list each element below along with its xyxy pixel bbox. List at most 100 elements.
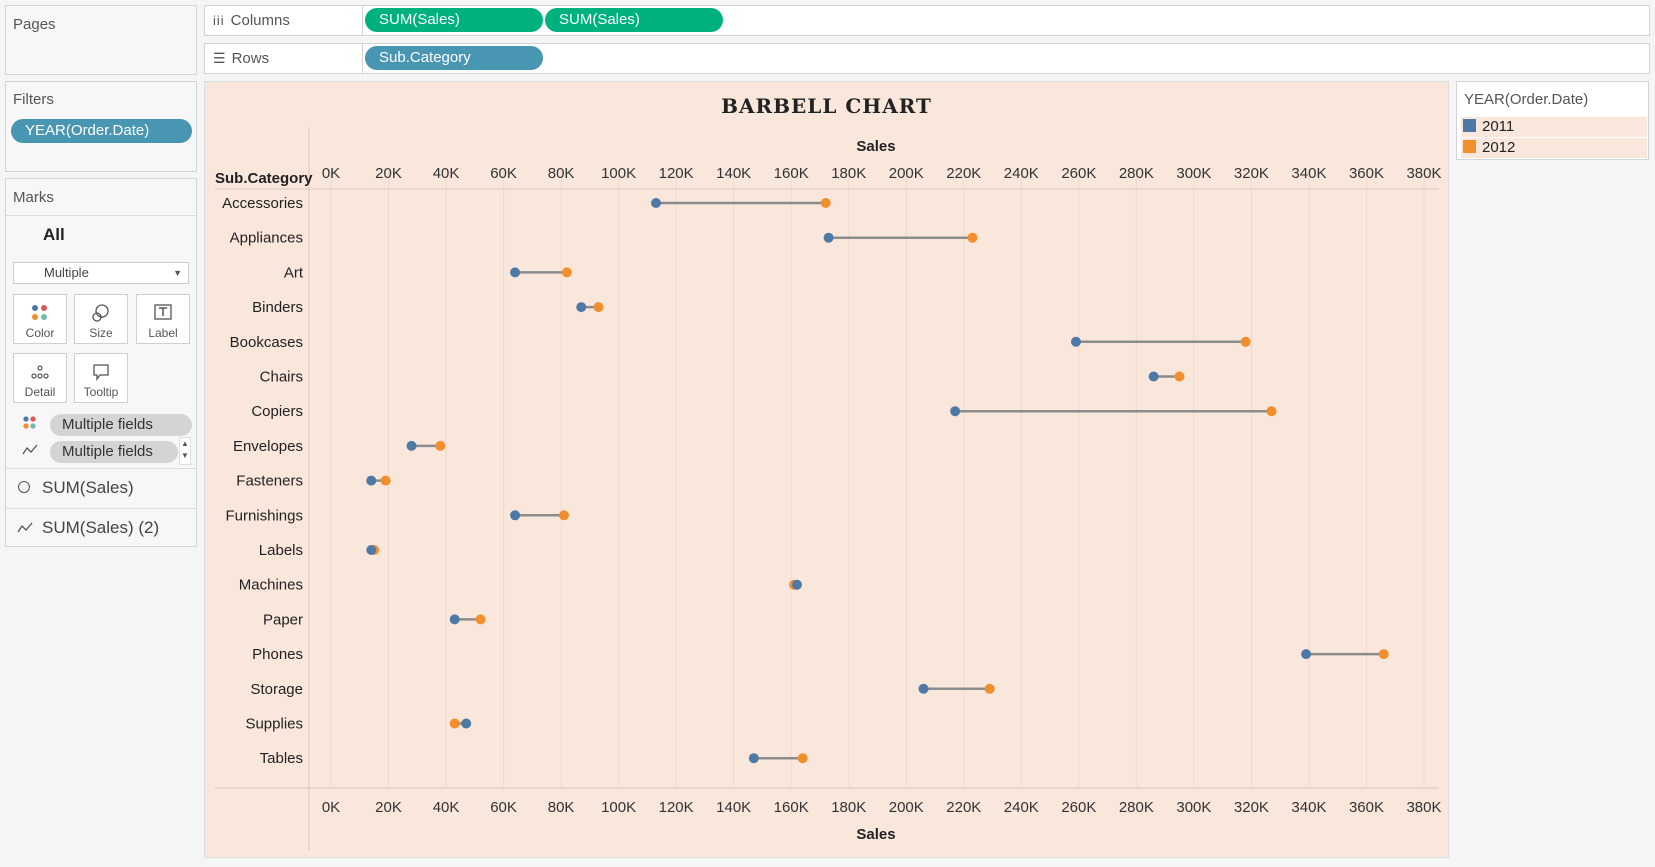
- x-axis-title-top: Sales: [856, 138, 895, 155]
- point-2012: [1174, 371, 1185, 382]
- columns-pill-1[interactable]: SUM(Sales): [365, 8, 543, 32]
- layer-label: SUM(Sales): [42, 478, 134, 497]
- category-label: Furnishings: [225, 507, 303, 524]
- color-legend[interactable]: YEAR(Order.Date) 2011 2012: [1456, 81, 1649, 160]
- point-2011: [576, 302, 587, 313]
- point-2011: [918, 683, 929, 694]
- category-label: Fasteners: [236, 473, 303, 490]
- x-tick-label-bottom: 140K: [716, 799, 751, 816]
- x-tick-label-top: 220K: [946, 165, 981, 182]
- label-button[interactable]: Label: [136, 294, 190, 344]
- color-button[interactable]: Color: [13, 294, 67, 344]
- x-tick-label-top: 40K: [433, 165, 460, 182]
- legend-item-2012[interactable]: 2012: [1461, 138, 1647, 158]
- filters-shelf[interactable]: Filters YEAR(Order.Date): [5, 81, 197, 172]
- x-tick-label-top: 60K: [490, 165, 517, 182]
- marks-all-tab[interactable]: All: [6, 215, 196, 254]
- category-label: Binders: [252, 299, 303, 316]
- point-2012: [1240, 336, 1251, 347]
- color-field-pill[interactable]: Multiple fields: [50, 414, 192, 436]
- mark-type-dropdown[interactable]: Multiple ▼: [13, 262, 189, 284]
- chart-area[interactable]: BARBELL CHART Sales 0K 20K 40K 60K 80K 100K 120K…: [204, 81, 1449, 858]
- x-tick-label-bottom: 220K: [946, 799, 981, 816]
- marks-label: Marks: [13, 189, 54, 206]
- x-tick-label-bottom: 280K: [1119, 799, 1154, 816]
- legend-item-2011[interactable]: 2011: [1461, 117, 1647, 137]
- columns-pill-2[interactable]: SUM(Sales): [545, 8, 723, 32]
- category-label: Bookcases: [230, 334, 303, 351]
- x-tick-label-top: 340K: [1291, 165, 1326, 182]
- x-tick-label-bottom: 40K: [433, 799, 460, 816]
- pages-label: Pages: [13, 16, 56, 33]
- point-2012: [475, 614, 486, 625]
- x-tick-label-top: 120K: [659, 165, 694, 182]
- filter-pill-year[interactable]: YEAR(Order.Date): [11, 119, 192, 143]
- tooltip-button[interactable]: Tooltip: [74, 353, 128, 403]
- x-tick-label-bottom: 200K: [889, 799, 924, 816]
- color-button-label: Color: [25, 326, 55, 340]
- rows-pill[interactable]: Sub.Category: [365, 46, 543, 70]
- category-label: Appliances: [230, 230, 303, 247]
- point-2011: [510, 267, 521, 278]
- point-2011: [366, 545, 377, 555]
- point-2012: [820, 198, 831, 208]
- category-label: Supplies: [245, 716, 303, 733]
- category-label: Accessories: [222, 195, 303, 212]
- legend-title: YEAR(Order.Date): [1464, 91, 1589, 108]
- legend-swatch-2011: [1463, 119, 1476, 132]
- category-label: Envelopes: [233, 438, 303, 455]
- mark-type-value: Multiple: [44, 265, 89, 280]
- x-tick-label-bottom: 240K: [1004, 799, 1039, 816]
- x-tick-label-bottom: 80K: [548, 799, 575, 816]
- x-tick-label-top: 360K: [1349, 165, 1384, 182]
- x-tick-label-top: 300K: [1176, 165, 1211, 182]
- detail-button[interactable]: Detail: [13, 353, 67, 403]
- x-tick-label-top: 20K: [375, 165, 402, 182]
- x-tick-label-top: 260K: [1061, 165, 1096, 182]
- tooltip-button-label: Tooltip: [83, 385, 119, 399]
- point-2012: [435, 440, 446, 451]
- path-field-pill[interactable]: Multiple fields: [50, 441, 178, 463]
- category-label: Phones: [252, 646, 303, 663]
- x-tick-label-bottom: 20K: [375, 799, 402, 816]
- x-tick-label-bottom: 0K: [322, 799, 340, 816]
- x-tick-label-bottom: 160K: [774, 799, 809, 816]
- category-label: Art: [284, 264, 304, 281]
- path-field-icon: [22, 444, 38, 455]
- columns-icon: iii: [213, 13, 225, 28]
- columns-shelf[interactable]: iii Columns SUM(Sales) SUM(Sales): [204, 5, 1650, 36]
- category-label: Chairs: [260, 369, 303, 386]
- point-2012: [593, 302, 604, 313]
- chevron-down-icon: ▼: [173, 268, 182, 278]
- y-axis-title: Sub.Category: [215, 170, 313, 187]
- layer-sum-sales-2[interactable]: SUM(Sales) (2): [6, 508, 196, 547]
- detail-icon: [31, 365, 49, 379]
- point-2012: [984, 683, 995, 694]
- point-2012: [1266, 406, 1277, 417]
- point-2011: [1070, 336, 1081, 347]
- scroll-stepper[interactable]: ▲ ▼: [179, 437, 191, 465]
- category-label: Labels: [259, 542, 303, 559]
- columns-shelf-label: iii Columns: [205, 6, 363, 35]
- layer-sum-sales[interactable]: SUM(Sales): [6, 468, 196, 508]
- legend-swatch-2012: [1463, 140, 1476, 153]
- point-2011: [510, 510, 521, 521]
- point-2011: [366, 475, 377, 486]
- point-2011: [461, 718, 472, 729]
- x-tick-label-top: 140K: [716, 165, 751, 182]
- x-tick-label-bottom: 60K: [490, 799, 517, 816]
- rows-shelf[interactable]: ☰ Rows Sub.Category: [204, 43, 1650, 74]
- point-2012: [449, 718, 460, 729]
- x-tick-label-top: 240K: [1004, 165, 1039, 182]
- category-label: Machines: [239, 577, 303, 594]
- size-button[interactable]: Size: [74, 294, 128, 344]
- x-tick-label-top: 100K: [601, 165, 636, 182]
- point-2012: [561, 267, 572, 278]
- marks-card: Marks All Multiple ▼ Color Size Label De…: [5, 178, 197, 547]
- size-button-label: Size: [89, 326, 113, 340]
- point-2012: [967, 232, 978, 243]
- pages-shelf[interactable]: Pages: [5, 5, 197, 75]
- point-2011: [1148, 371, 1159, 382]
- category-label: Storage: [250, 681, 303, 698]
- x-tick-label-bottom: 180K: [831, 799, 866, 816]
